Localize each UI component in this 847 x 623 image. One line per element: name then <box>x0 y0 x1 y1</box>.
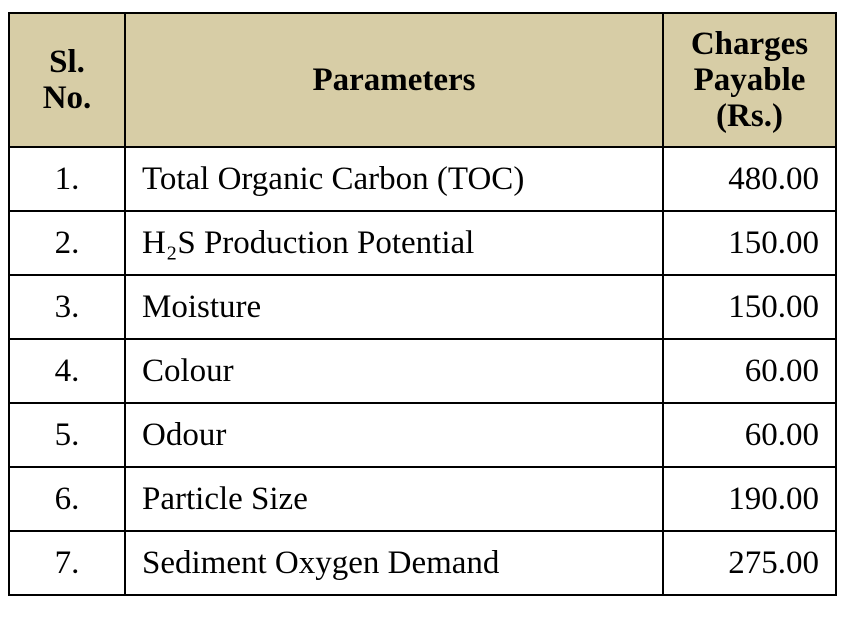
parameter-cell: Odour <box>124 402 664 468</box>
serial-cell: 7. <box>8 530 126 596</box>
table-row: 6. Particle Size 190.00 <box>8 466 837 532</box>
header-row: Sl. No. Parameters Charges Payable (Rs.) <box>8 12 837 148</box>
charge-cell: 190.00 <box>662 466 837 532</box>
table-row: 4. Colour 60.00 <box>8 338 837 404</box>
parameter-cell: Colour <box>124 338 664 404</box>
header-cell: Parameters <box>124 12 664 148</box>
serial-cell: 3. <box>8 274 126 340</box>
table-row: 5. Odour 60.00 <box>8 402 837 468</box>
table-row: 3. Moisture 150.00 <box>8 274 837 340</box>
header-cell: Sl. No. <box>8 12 126 148</box>
charges-table: Sl. No. Parameters Charges Payable (Rs.)… <box>8 12 837 596</box>
parameter-cell: Total Organic Carbon (TOC) <box>124 146 664 212</box>
serial-cell: 4. <box>8 338 126 404</box>
charge-cell: 150.00 <box>662 210 837 276</box>
parameter-cell: Moisture <box>124 274 664 340</box>
charge-cell: 480.00 <box>662 146 837 212</box>
serial-cell: 6. <box>8 466 126 532</box>
serial-cell: 1. <box>8 146 126 212</box>
header-cell: Charges Payable (Rs.) <box>662 12 837 148</box>
parameter-cell: Sediment Oxygen Demand <box>124 530 664 596</box>
serial-cell: 5. <box>8 402 126 468</box>
table-row: 1. Total Organic Carbon (TOC) 480.00 <box>8 146 837 212</box>
charge-cell: 275.00 <box>662 530 837 596</box>
serial-cell: 2. <box>8 210 126 276</box>
charge-cell: 60.00 <box>662 402 837 468</box>
table-row: 7. Sediment Oxygen Demand 275.00 <box>8 530 837 596</box>
parameter-cell: H₂S Production Potential <box>124 210 664 276</box>
charge-cell: 150.00 <box>662 274 837 340</box>
table-body: 1. Total Organic Carbon (TOC) 480.00 2. H₂S … <box>8 146 837 596</box>
table-row: 2. H₂S Production Potential 150.00 <box>8 210 837 276</box>
charge-cell: 60.00 <box>662 338 837 404</box>
parameter-cell: Particle Size <box>124 466 664 532</box>
table-header: Sl. No. Parameters Charges Payable (Rs.) <box>8 12 837 148</box>
